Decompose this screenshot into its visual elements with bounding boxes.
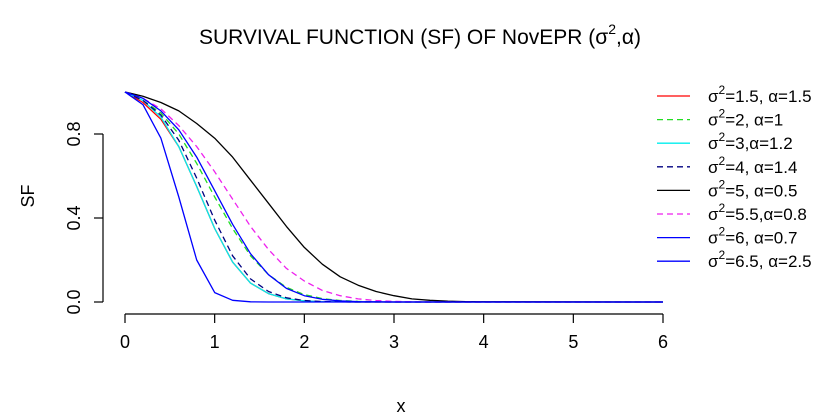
legend-label-superscript: 2 <box>719 248 726 262</box>
legend-label: σ2=4, α=1.4 <box>708 154 797 177</box>
x-tick-label: 5 <box>568 332 578 352</box>
legend-label-symbol: σ <box>708 87 719 106</box>
series-line-8 <box>124 91 663 303</box>
legend-label-params: =5, α=0.5 <box>725 181 797 200</box>
legend-label: σ2=3,α=1.2 <box>708 130 793 153</box>
chart-title-prefix: SURVIVAL FUNCTION (SF) OF NovEPR (σ <box>199 26 608 49</box>
legend-label-symbol: σ <box>708 252 719 271</box>
legend-item: σ2=1.5, α=1.5 <box>657 83 812 106</box>
legend-label-superscript: 2 <box>719 177 726 191</box>
legend-label-params: =3,α=1.2 <box>725 134 793 153</box>
legend: σ2=1.5, α=1.5σ2=2, α=1σ2=3,α=1.2σ2=4, α=… <box>657 83 812 271</box>
series-line-4 <box>124 91 663 303</box>
legend-label-params: =6.5, α=2.5 <box>725 252 811 271</box>
chart-title-superscript: 2 <box>608 21 616 37</box>
legend-item: σ2=6.5, α=2.5 <box>657 248 812 271</box>
svg-text:SURVIVAL FUNCTION (SF) OF NovE: SURVIVAL FUNCTION (SF) OF NovEPR (σ2,α) <box>199 21 641 49</box>
legend-item: σ2=4, α=1.4 <box>657 154 797 177</box>
chart-title-suffix: ,α) <box>616 26 641 49</box>
legend-label-params: =1.5, α=1.5 <box>725 87 811 106</box>
x-tick-label: 0 <box>120 332 130 352</box>
legend-label-symbol: σ <box>708 205 719 224</box>
y-tick-label: 0.4 <box>64 205 84 230</box>
legend-label-symbol: σ <box>708 134 719 153</box>
legend-item: σ2=5.5,α=0.8 <box>657 201 807 224</box>
legend-label-superscript: 2 <box>719 154 726 168</box>
legend-label-superscript: 2 <box>719 83 726 97</box>
legend-label: σ2=6, α=0.7 <box>708 225 797 248</box>
legend-label-params: =5.5,α=0.8 <box>725 205 807 224</box>
legend-label-params: =4, α=1.4 <box>725 158 797 177</box>
series-line-2 <box>124 91 663 303</box>
legend-label-symbol: σ <box>708 229 719 248</box>
legend-label-symbol: σ <box>708 111 719 130</box>
legend-label: σ2=2, α=1 <box>708 107 783 130</box>
x-axis-label: x <box>397 396 406 416</box>
legend-label: σ2=5, α=0.5 <box>708 177 797 200</box>
legend-label-superscript: 2 <box>719 130 726 144</box>
series-lines <box>124 91 664 303</box>
chart-title: SURVIVAL FUNCTION (SF) OF NovEPR (σ2,α) <box>199 21 641 49</box>
legend-label-superscript: 2 <box>719 201 726 215</box>
legend-label-symbol: σ <box>708 181 719 200</box>
legend-label: σ2=6.5, α=2.5 <box>708 248 812 271</box>
series-line-1 <box>124 91 663 303</box>
legend-item: σ2=5, α=0.5 <box>657 177 797 200</box>
legend-label-superscript: 2 <box>719 107 726 121</box>
series-line-3 <box>124 91 663 303</box>
y-tick-label: 0.0 <box>64 289 84 314</box>
legend-label-superscript: 2 <box>719 225 726 239</box>
legend-item: σ2=6, α=0.7 <box>657 225 797 248</box>
axes: 0 1 2 3 4 5 6 0.0 0.4 0.8 <box>64 121 668 352</box>
legend-label-params: =2, α=1 <box>725 111 783 130</box>
x-tick-label: 2 <box>299 332 309 352</box>
legend-item: σ2=3,α=1.2 <box>657 130 793 153</box>
legend-item: σ2=2, α=1 <box>657 107 783 130</box>
x-tick-label: 1 <box>210 332 220 352</box>
x-tick-label: 4 <box>479 332 489 352</box>
series-line-5 <box>124 91 664 303</box>
x-tick-label: 3 <box>389 332 399 352</box>
series-line-6 <box>124 91 663 303</box>
series-line-7 <box>124 91 663 303</box>
y-axis-label: SF <box>18 184 38 207</box>
legend-label-params: =6, α=0.7 <box>725 229 797 248</box>
legend-label: σ2=1.5, α=1.5 <box>708 83 812 106</box>
y-tick-label: 0.8 <box>64 121 84 146</box>
legend-label-symbol: σ <box>708 158 719 177</box>
legend-label: σ2=5.5,α=0.8 <box>708 201 807 224</box>
x-tick-label: 6 <box>658 332 668 352</box>
